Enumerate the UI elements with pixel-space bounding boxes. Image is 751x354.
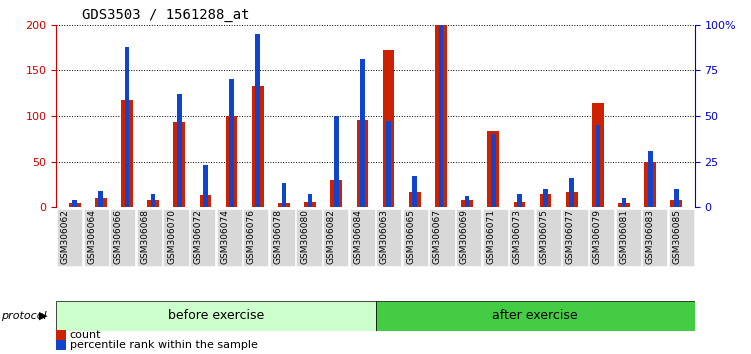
Bar — [618, 202, 630, 207]
Bar — [304, 202, 316, 207]
Text: GSM306083: GSM306083 — [646, 209, 655, 264]
Bar — [461, 200, 473, 207]
Bar — [69, 202, 80, 207]
Bar — [412, 176, 417, 207]
Bar — [439, 19, 443, 207]
Text: GSM306084: GSM306084 — [353, 209, 362, 264]
Bar — [252, 86, 264, 207]
Text: GSM306065: GSM306065 — [406, 209, 415, 264]
Bar — [255, 34, 260, 207]
Bar — [671, 200, 682, 207]
Text: count: count — [70, 330, 101, 340]
Bar — [674, 189, 679, 207]
Bar — [200, 195, 211, 207]
Bar — [121, 99, 133, 207]
Bar — [98, 191, 103, 207]
Text: GSM306074: GSM306074 — [220, 209, 229, 264]
Text: GSM306077: GSM306077 — [566, 209, 575, 264]
Bar — [514, 202, 525, 207]
Bar — [360, 59, 365, 207]
Text: GSM306071: GSM306071 — [486, 209, 495, 264]
Bar — [278, 202, 290, 207]
Bar — [308, 194, 312, 207]
Bar — [622, 198, 626, 207]
Text: GSM306066: GSM306066 — [114, 209, 123, 264]
Bar — [229, 79, 234, 207]
Bar — [56, 301, 376, 331]
Bar — [435, 25, 447, 207]
Bar — [465, 196, 469, 207]
Bar — [596, 125, 600, 207]
Bar — [569, 178, 574, 207]
Text: after exercise: after exercise — [492, 309, 578, 322]
Text: GSM306080: GSM306080 — [300, 209, 309, 264]
Text: ▶: ▶ — [39, 311, 47, 321]
Bar — [648, 150, 653, 207]
Text: protocol: protocol — [2, 311, 47, 321]
Text: before exercise: before exercise — [167, 309, 264, 322]
Text: GSM306067: GSM306067 — [433, 209, 442, 264]
Bar — [357, 120, 368, 207]
Text: percentile rank within the sample: percentile rank within the sample — [70, 340, 258, 350]
Bar — [543, 189, 548, 207]
Text: GSM306068: GSM306068 — [140, 209, 149, 264]
Bar — [147, 200, 159, 207]
Bar — [409, 192, 421, 207]
Bar — [376, 301, 695, 331]
Bar — [125, 47, 129, 207]
Text: GSM306064: GSM306064 — [87, 209, 96, 264]
Bar — [566, 192, 578, 207]
Text: GSM306081: GSM306081 — [619, 209, 628, 264]
Text: GSM306072: GSM306072 — [194, 209, 203, 264]
Text: GSM306082: GSM306082 — [327, 209, 336, 264]
Text: GSM306078: GSM306078 — [273, 209, 282, 264]
Text: GSM306079: GSM306079 — [593, 209, 602, 264]
Text: GSM306075: GSM306075 — [539, 209, 548, 264]
Text: GSM306076: GSM306076 — [247, 209, 256, 264]
Bar — [334, 116, 339, 207]
Text: GSM306085: GSM306085 — [672, 209, 681, 264]
Bar — [540, 194, 551, 207]
Bar — [173, 122, 185, 207]
Text: GSM306073: GSM306073 — [513, 209, 522, 264]
Bar — [282, 183, 286, 207]
Text: GDS3503 / 1561288_at: GDS3503 / 1561288_at — [82, 8, 249, 22]
Bar — [151, 194, 155, 207]
Bar — [330, 180, 342, 207]
Bar — [487, 131, 499, 207]
Bar — [177, 94, 182, 207]
Bar — [517, 194, 522, 207]
Bar — [95, 198, 107, 207]
Text: GSM306062: GSM306062 — [61, 209, 70, 264]
Text: GSM306070: GSM306070 — [167, 209, 176, 264]
Bar — [386, 121, 391, 207]
Bar — [203, 165, 208, 207]
Text: GSM306069: GSM306069 — [460, 209, 469, 264]
Bar — [226, 116, 237, 207]
Text: GSM306063: GSM306063 — [380, 209, 389, 264]
Bar — [592, 103, 604, 207]
Bar — [72, 200, 77, 207]
Bar — [644, 161, 656, 207]
Bar — [383, 50, 394, 207]
Bar — [491, 134, 496, 207]
